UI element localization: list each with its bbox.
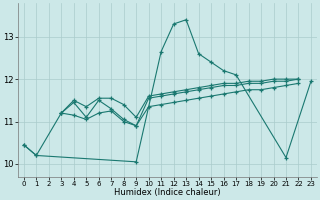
X-axis label: Humidex (Indice chaleur): Humidex (Indice chaleur)	[114, 188, 221, 197]
